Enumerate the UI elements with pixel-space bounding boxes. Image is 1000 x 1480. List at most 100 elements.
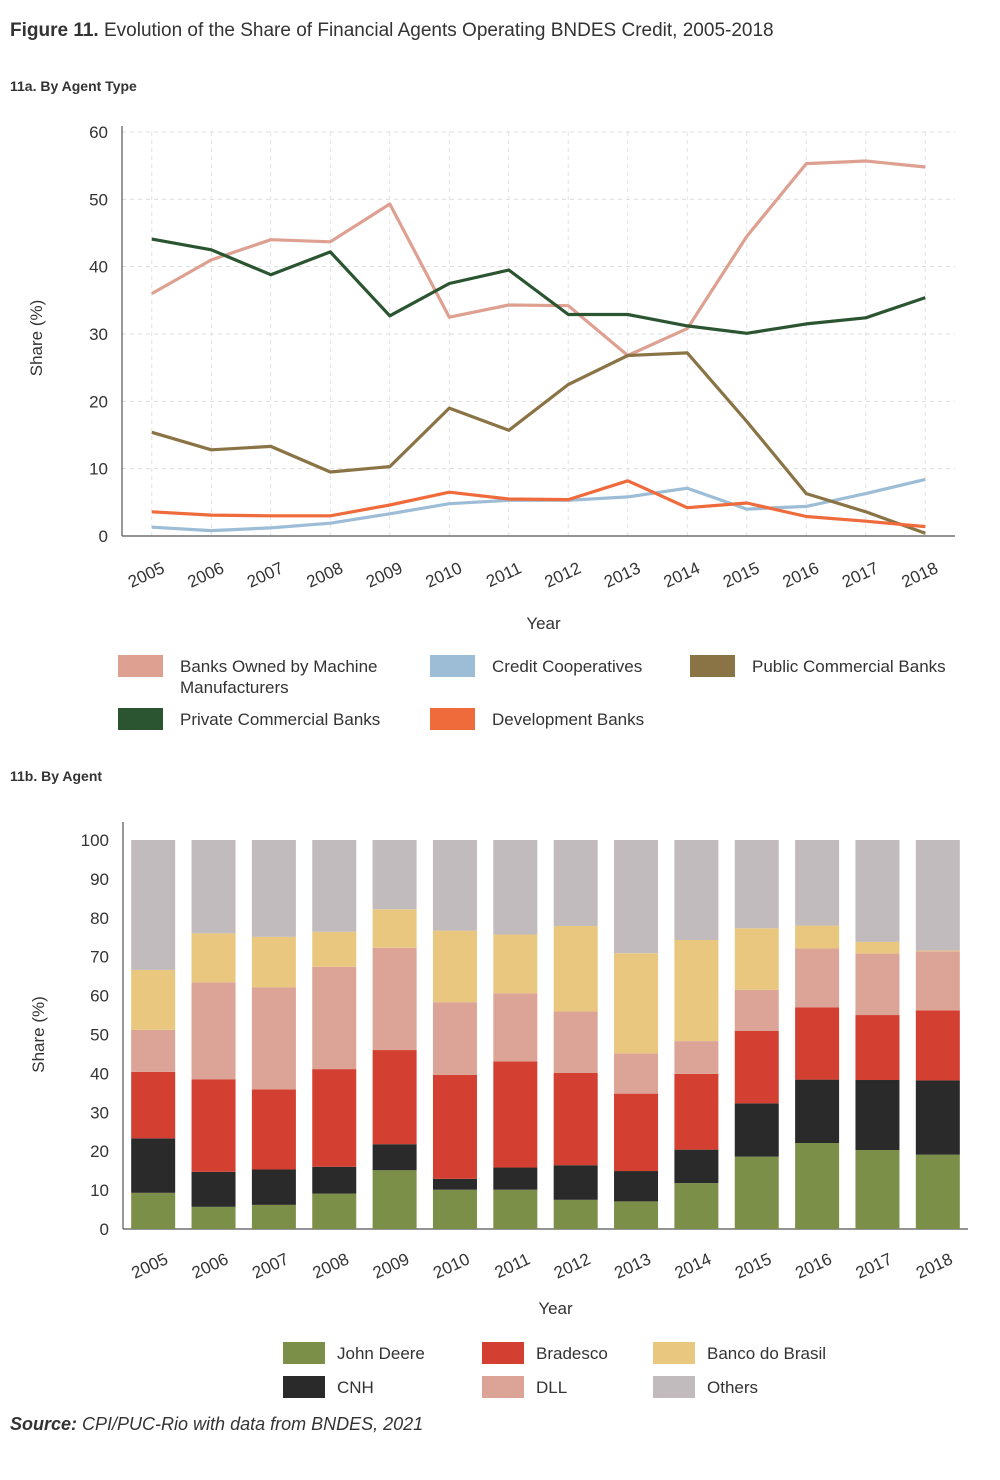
bar-segment-others — [674, 840, 719, 940]
y-tick-label: 0 — [99, 527, 108, 546]
y-tick-label: 70 — [90, 948, 109, 967]
y-tick-label: 80 — [90, 909, 109, 928]
bar-segment-banco-do-brasil — [795, 925, 840, 949]
bar-segment-bradesco — [432, 1074, 477, 1179]
bar-segment-others — [915, 840, 960, 951]
y-tick-label: 10 — [90, 1181, 109, 1200]
y-tick-label: 50 — [89, 190, 108, 209]
bar-segment-john-deere — [855, 1150, 900, 1229]
legend-label: Development Banks — [492, 710, 644, 729]
figure-title: Figure 11. Evolution of the Share of Fin… — [10, 20, 774, 42]
bar-segment-banco-do-brasil — [915, 950, 960, 952]
bar-segment-john-deere — [795, 1143, 840, 1229]
bar-segment-dll — [191, 982, 236, 1080]
bar-segment-others — [795, 840, 840, 926]
bar-segment-banco-do-brasil — [674, 939, 719, 1042]
x-tick-label: 2011 — [492, 1249, 533, 1282]
x-tick-label: 2006 — [185, 558, 227, 591]
x-tick-label: 2018 — [913, 1249, 955, 1282]
bar-segment-john-deere — [674, 1183, 719, 1229]
legend-swatch — [430, 708, 475, 730]
bar-segment-dll — [855, 953, 900, 1016]
bar-segment-cnh — [795, 1079, 840, 1144]
bar-segment-banco-do-brasil — [734, 928, 779, 990]
bar-segment-banco-do-brasil — [493, 934, 538, 994]
legend-label: DLL — [536, 1378, 567, 1397]
bar-segment-john-deere — [493, 1189, 538, 1229]
legend-label: CNH — [337, 1378, 374, 1397]
bar-segment-dll — [251, 987, 296, 1090]
bar-segment-others — [734, 840, 779, 929]
bar-segment-john-deere — [372, 1170, 417, 1229]
figure-label: Figure 11. — [10, 20, 99, 41]
bar-segment-others — [553, 840, 598, 926]
bar-segment-john-deere — [131, 1192, 176, 1229]
legend-label: Private Commercial Banks — [180, 710, 380, 729]
x-tick-label: 2012 — [551, 1249, 593, 1282]
x-axis-title: Year — [526, 614, 561, 633]
y-tick-label: 40 — [89, 258, 108, 277]
figure-title-text: Evolution of the Share of Financial Agen… — [103, 20, 774, 41]
bar-segment-john-deere — [191, 1206, 236, 1229]
chart-a-subtitle: 11a. By Agent Type — [10, 78, 137, 94]
x-tick-label: 2016 — [780, 558, 822, 591]
legend-swatch — [118, 708, 163, 730]
bar-segment-bradesco — [191, 1079, 236, 1172]
bar-segment-others — [493, 840, 538, 935]
bar-segment-cnh — [674, 1149, 719, 1184]
x-tick-label: 2018 — [899, 558, 941, 591]
bar-segment-bradesco — [251, 1089, 296, 1170]
x-tick-label: 2009 — [370, 1249, 412, 1282]
x-axis-title: Year — [538, 1299, 573, 1318]
y-tick-label: 20 — [90, 1142, 109, 1161]
x-tick-label: 2010 — [430, 1249, 472, 1282]
y-tick-label: 40 — [90, 1064, 109, 1083]
legend-label: Bradesco — [536, 1344, 608, 1363]
bar-segment-dll — [372, 947, 417, 1051]
bar-segment-bradesco — [131, 1071, 176, 1139]
bar-segment-cnh — [915, 1080, 960, 1155]
legend-label: Public Commercial Banks — [752, 657, 946, 676]
series-line-development-banks — [151, 479, 926, 529]
bar-segment-dll — [131, 1029, 176, 1072]
x-tick-label: 2013 — [611, 1249, 653, 1282]
bar-segment-bradesco — [493, 1061, 538, 1168]
y-tick-label: 0 — [100, 1220, 109, 1239]
bar-segment-john-deere — [432, 1189, 477, 1229]
bar-segment-bradesco — [372, 1050, 417, 1145]
legend-label: Credit Cooperatives — [492, 657, 642, 676]
bar-segment-others — [614, 840, 659, 954]
bar-segment-bradesco — [855, 1015, 900, 1081]
x-tick-label: 2005 — [129, 1249, 171, 1282]
series-line-public-commercial-banks — [151, 351, 926, 535]
x-tick-label: 2016 — [792, 1249, 834, 1282]
bar-segment-cnh — [251, 1169, 296, 1205]
legend-swatch — [482, 1376, 524, 1398]
bar-segment-bradesco — [915, 1010, 960, 1081]
y-axis-title: Share (%) — [29, 996, 48, 1073]
bar-segment-banco-do-brasil — [432, 930, 477, 1003]
bar-segment-banco-do-brasil — [372, 909, 417, 948]
bar-segment-bradesco — [312, 1069, 357, 1167]
y-tick-label: 30 — [89, 325, 108, 344]
bar-segment-bradesco — [553, 1073, 598, 1166]
x-tick-label: 2015 — [720, 558, 762, 591]
bar-segment-others — [191, 840, 236, 934]
bar-segment-cnh — [432, 1178, 477, 1190]
bar-segment-others — [372, 840, 417, 910]
bar-segment-others — [855, 840, 900, 942]
x-tick-label: 2006 — [189, 1249, 231, 1282]
bar-segment-dll — [674, 1041, 719, 1074]
bar-segment-cnh — [372, 1144, 417, 1171]
bar-segment-dll — [614, 1053, 659, 1094]
y-tick-label: 30 — [90, 1103, 109, 1122]
bar-segment-dll — [795, 948, 840, 1008]
bar-segment-others — [432, 840, 477, 931]
x-tick-label: 2010 — [423, 558, 465, 591]
legend-label: Banco do Brasil — [707, 1344, 826, 1363]
bar-segment-bradesco — [734, 1030, 779, 1104]
legend-swatch — [283, 1376, 325, 1398]
bar-segment-bradesco — [674, 1073, 719, 1150]
x-tick-label: 2014 — [672, 1249, 714, 1282]
x-tick-label: 2014 — [661, 558, 703, 591]
